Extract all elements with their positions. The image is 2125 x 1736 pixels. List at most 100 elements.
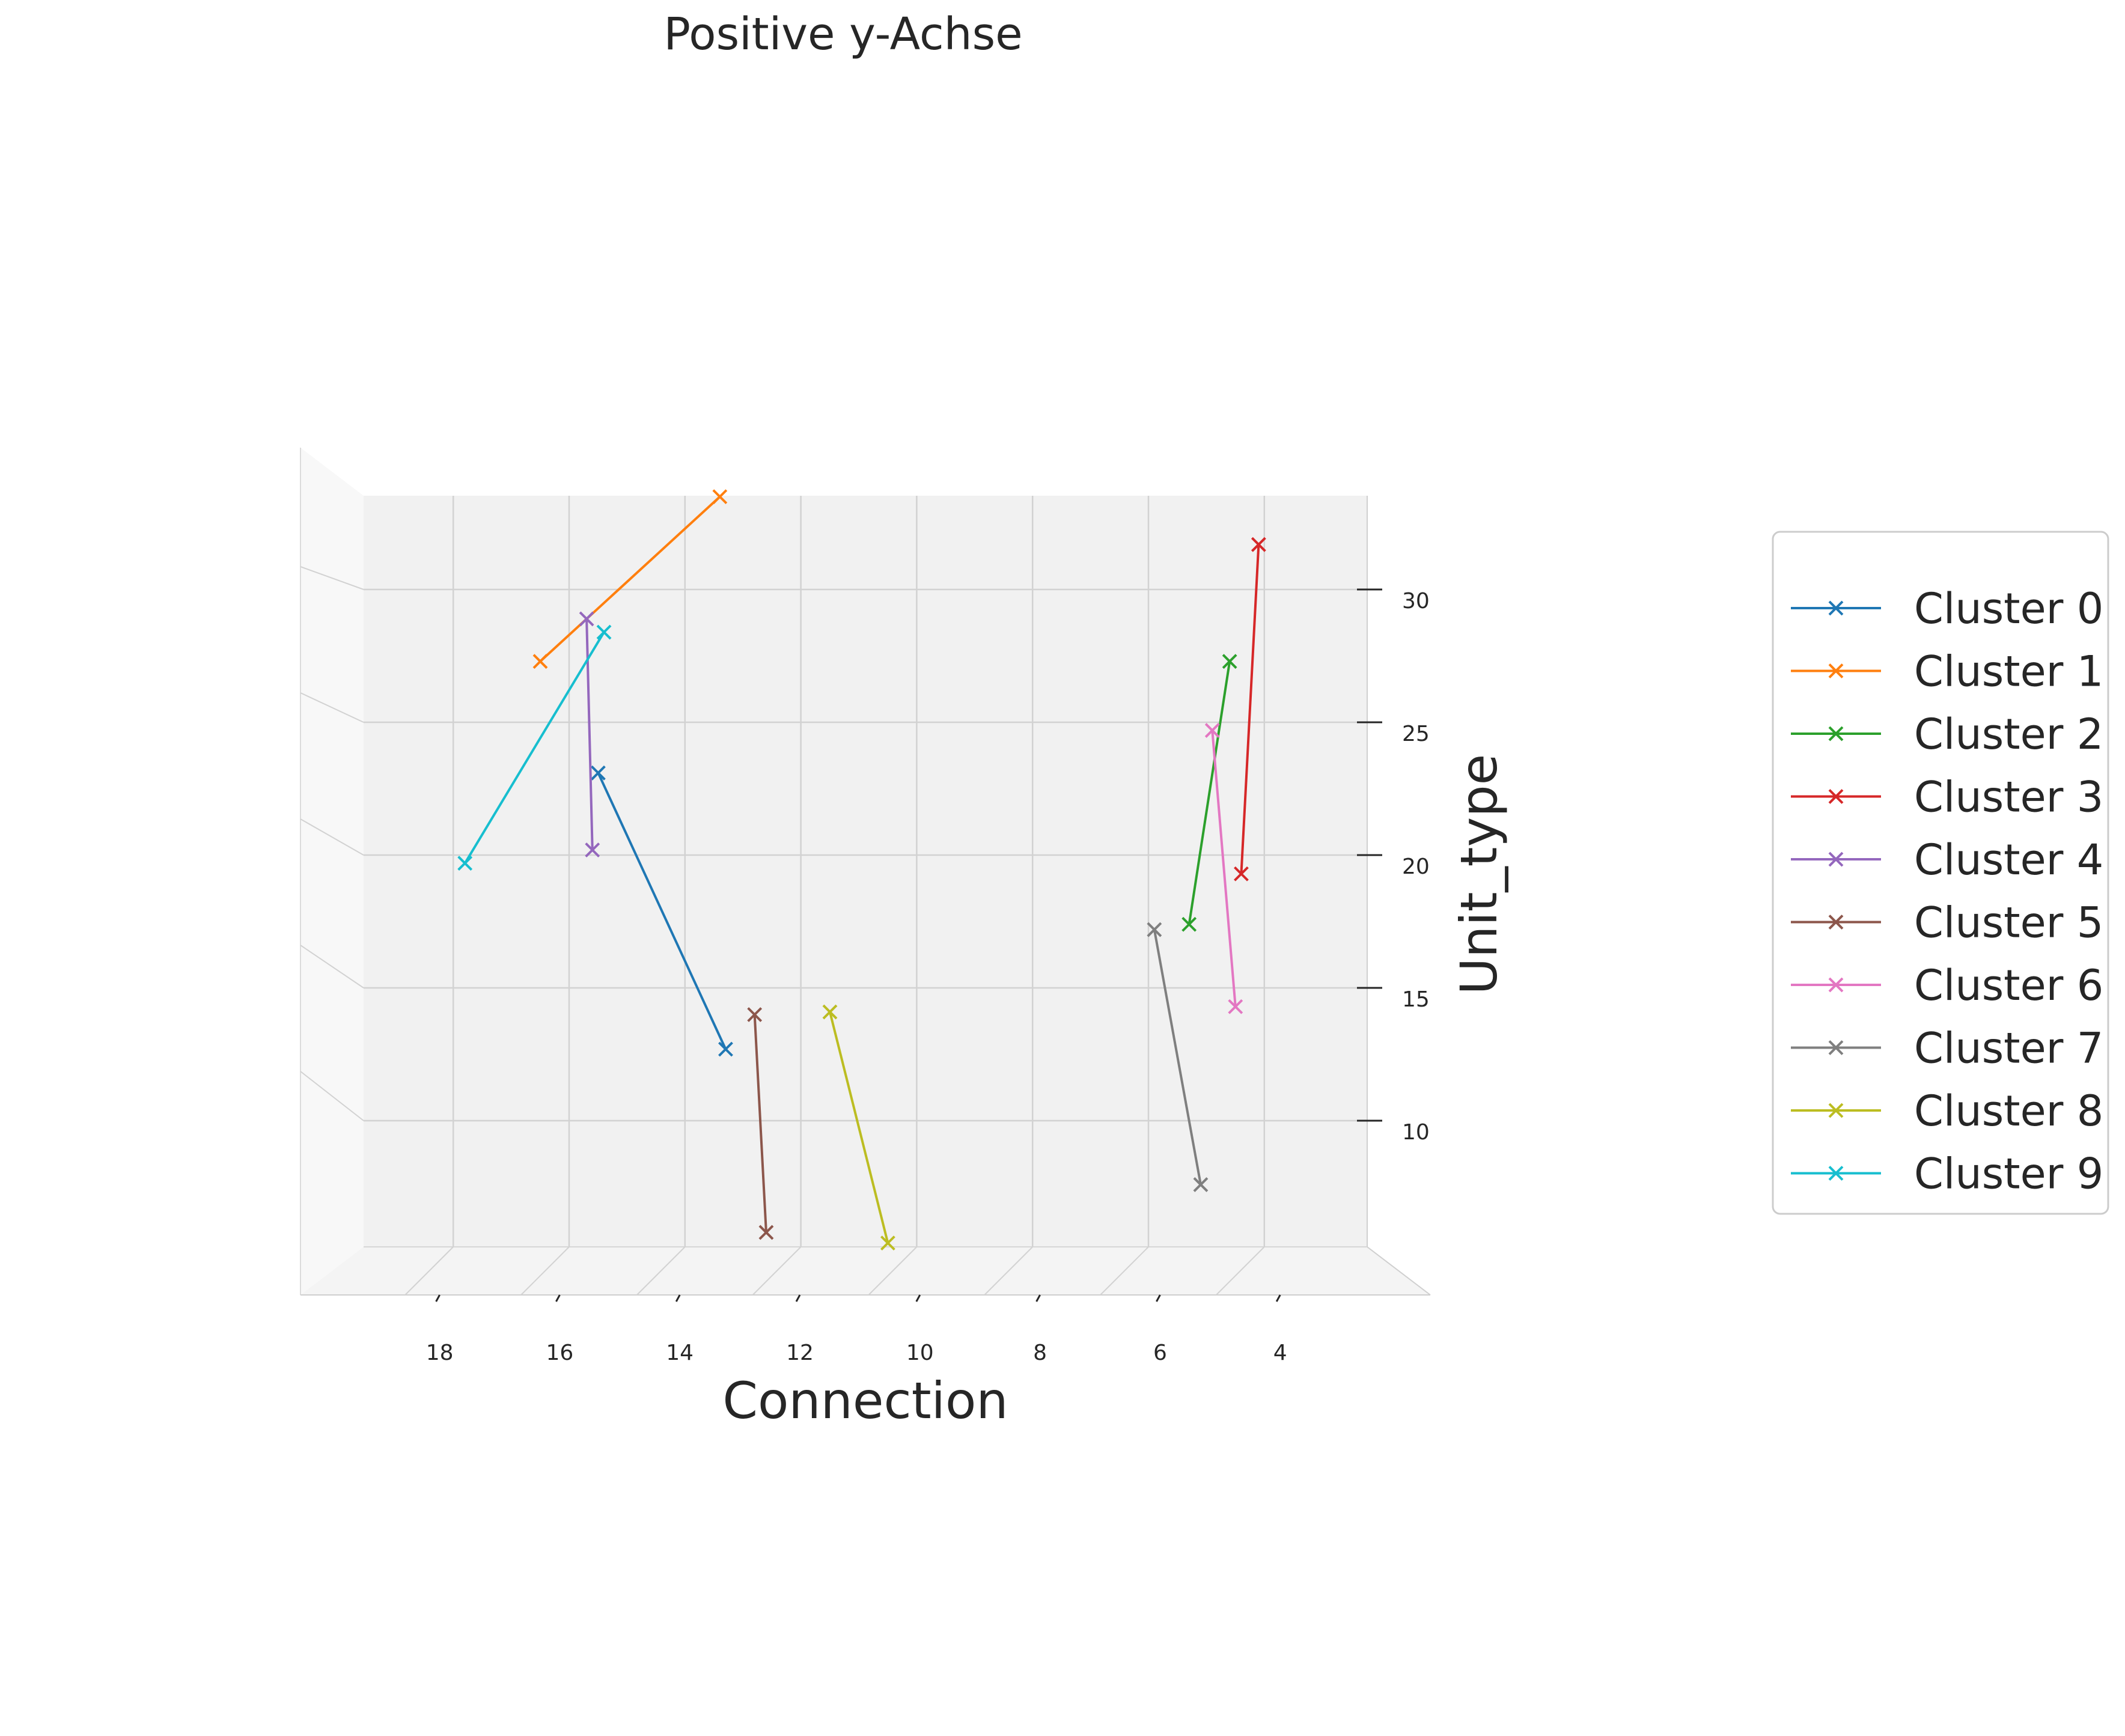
floor-grid-line xyxy=(520,1246,570,1296)
x-axis-label: Connection xyxy=(722,1371,1008,1430)
x-marker xyxy=(758,1225,774,1240)
x-tick-label: 18 xyxy=(426,1341,454,1365)
legend: Cluster 0 Cluster 1 Cluster 2 Cluster 3 Clus… xyxy=(1772,531,2109,1215)
x-marker xyxy=(1147,922,1162,937)
x-marker xyxy=(1828,663,1844,678)
x-tick-mark xyxy=(435,1294,441,1302)
x-marker xyxy=(822,1004,838,1020)
x-tick-label: 12 xyxy=(786,1341,814,1365)
x-marker xyxy=(1234,866,1249,882)
series-3 xyxy=(1234,537,1266,882)
x-marker xyxy=(1828,1166,1844,1181)
series-8 xyxy=(822,1004,895,1251)
series-1 xyxy=(532,489,728,669)
left-pane-grid-line xyxy=(300,1071,364,1121)
legend-label: Cluster 3 xyxy=(1914,773,2103,822)
floor-grid-line xyxy=(984,1246,1033,1296)
legend-label: Cluster 0 xyxy=(1914,584,2103,633)
legend-label: Cluster 8 xyxy=(1914,1086,2103,1136)
x-tick-label: 6 xyxy=(1153,1341,1167,1365)
x-marker xyxy=(1828,600,1844,616)
floor-right-edge xyxy=(1367,1246,1431,1296)
legend-item: Cluster 1 xyxy=(1791,647,2103,696)
legend-item: Cluster 8 xyxy=(1791,1086,2103,1136)
x-tick-mark xyxy=(795,1294,801,1302)
floor-grid-line xyxy=(636,1246,686,1296)
x-marker xyxy=(1828,726,1844,742)
x-tick-mark xyxy=(555,1294,561,1302)
y-tick-label: 20 xyxy=(1402,854,1430,879)
legend-item: Cluster 6 xyxy=(1791,961,2103,1010)
axis-ticks: 18 16 14 12 10 8 6 4 30 25 20 15 10 xyxy=(426,588,1430,1365)
series-2 xyxy=(1181,654,1237,932)
x-marker xyxy=(1181,916,1197,932)
x-marker xyxy=(1828,1103,1844,1118)
x-marker xyxy=(1222,654,1237,669)
y-axis-label: Unit_type xyxy=(1450,754,1508,995)
floor-grid-line xyxy=(868,1246,918,1296)
legend-items: Cluster 0 Cluster 1 Cluster 2 Cluster 3 Clus… xyxy=(1791,584,2103,1199)
x-marker xyxy=(596,624,612,640)
series-line xyxy=(829,1011,889,1244)
series-line xyxy=(1211,730,1237,1007)
x-marker xyxy=(579,611,594,627)
series-line xyxy=(753,1014,767,1233)
legend-item: Cluster 7 xyxy=(1791,1024,2103,1073)
axes-panes xyxy=(300,448,1431,1296)
x-tick-label: 16 xyxy=(546,1341,573,1365)
legend-label: Cluster 1 xyxy=(1914,647,2103,696)
series-line xyxy=(539,496,721,663)
series-7 xyxy=(1147,922,1209,1192)
x-marker xyxy=(457,856,473,871)
chart-title: Positive y-Achse xyxy=(663,8,1022,60)
legend-item: Cluster 9 xyxy=(1791,1150,2103,1199)
grid-lines xyxy=(300,496,1367,1296)
left-pane xyxy=(300,448,364,1295)
series-line xyxy=(1188,661,1231,925)
x-marker xyxy=(532,654,548,669)
legend-item: Cluster 2 xyxy=(1791,710,2103,759)
x-marker xyxy=(1828,915,1844,930)
x-tick-mark xyxy=(915,1294,921,1302)
y-tick-label: 30 xyxy=(1402,589,1430,614)
left-pane-grid-line xyxy=(300,818,364,856)
x-marker xyxy=(590,765,606,781)
x-marker xyxy=(1828,1040,1844,1055)
legend-label: Cluster 4 xyxy=(1914,835,2103,885)
x-marker xyxy=(747,1007,763,1022)
y-tick-label: 15 xyxy=(1402,987,1430,1012)
x-marker xyxy=(880,1235,895,1251)
series-line xyxy=(1153,929,1202,1185)
x-marker xyxy=(718,1041,733,1057)
floor-grid-line xyxy=(752,1246,802,1296)
left-pane-grid-line xyxy=(300,566,364,590)
x-marker xyxy=(1828,789,1844,804)
left-pane-grid-line xyxy=(300,945,364,988)
x-marker xyxy=(712,489,728,505)
x-tick-mark xyxy=(1275,1294,1281,1302)
x-marker xyxy=(585,842,600,857)
floor-grid-line xyxy=(1100,1246,1149,1296)
series-5 xyxy=(747,1007,774,1240)
series-9 xyxy=(457,624,612,871)
legend-label: Cluster 2 xyxy=(1914,710,2103,759)
series-6 xyxy=(1204,723,1243,1014)
x-marker xyxy=(1251,537,1266,552)
left-pane-grid-line xyxy=(300,692,364,723)
x-tick-label: 4 xyxy=(1273,1341,1287,1365)
series-0 xyxy=(590,765,733,1057)
floor-grid-line xyxy=(404,1246,454,1296)
floor-grid-line xyxy=(1216,1246,1265,1296)
series-4 xyxy=(579,611,600,857)
x-tick-label: 14 xyxy=(666,1341,694,1365)
y-tick-label: 10 xyxy=(1402,1120,1430,1145)
series-line xyxy=(1240,544,1260,874)
y-tick-label: 25 xyxy=(1402,722,1430,746)
x-marker xyxy=(1204,723,1220,738)
x-marker xyxy=(1828,851,1844,867)
legend-label: Cluster 9 xyxy=(1914,1150,2103,1199)
back-pane xyxy=(364,496,1367,1247)
x-tick-label: 8 xyxy=(1033,1341,1047,1365)
